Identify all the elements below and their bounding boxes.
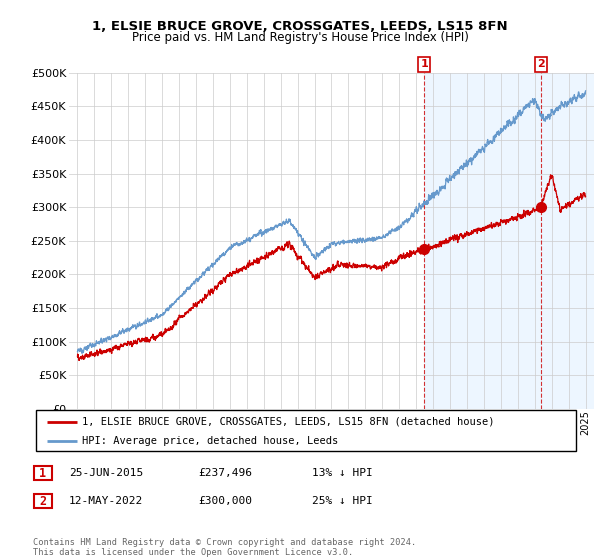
Text: 25% ↓ HPI: 25% ↓ HPI: [312, 496, 373, 506]
Text: Contains HM Land Registry data © Crown copyright and database right 2024.
This d: Contains HM Land Registry data © Crown c…: [33, 538, 416, 557]
Text: 1, ELSIE BRUCE GROVE, CROSSGATES, LEEDS, LS15 8FN: 1, ELSIE BRUCE GROVE, CROSSGATES, LEEDS,…: [92, 20, 508, 32]
Bar: [424, 73, 594, 409]
Text: 1: 1: [40, 466, 46, 480]
Text: 1, ELSIE BRUCE GROVE, CROSSGATES, LEEDS, LS15 8FN (detached house): 1, ELSIE BRUCE GROVE, CROSSGATES, LEEDS,…: [82, 417, 494, 427]
Text: 1: 1: [421, 59, 428, 69]
Text: Price paid vs. HM Land Registry's House Price Index (HPI): Price paid vs. HM Land Registry's House …: [131, 31, 469, 44]
Text: 2: 2: [537, 59, 545, 69]
Text: 12-MAY-2022: 12-MAY-2022: [69, 496, 143, 506]
Text: 13% ↓ HPI: 13% ↓ HPI: [312, 468, 373, 478]
Text: £237,496: £237,496: [198, 468, 252, 478]
Text: £300,000: £300,000: [198, 496, 252, 506]
Text: HPI: Average price, detached house, Leeds: HPI: Average price, detached house, Leed…: [82, 436, 338, 446]
Text: 25-JUN-2015: 25-JUN-2015: [69, 468, 143, 478]
Text: 2: 2: [40, 494, 46, 508]
